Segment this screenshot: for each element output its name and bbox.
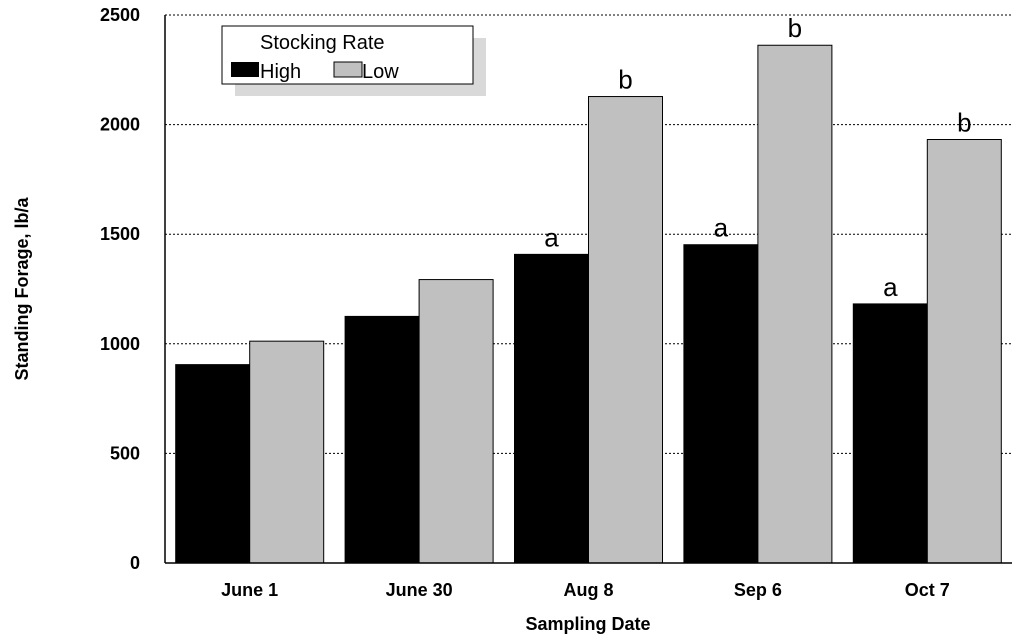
bar-low — [588, 96, 663, 564]
significance-labels: a b a b a b — [544, 13, 971, 302]
x-tick-label: June 30 — [386, 580, 453, 600]
bar-high — [344, 315, 420, 564]
x-tick-label: June 1 — [221, 580, 278, 600]
bar-high — [852, 303, 928, 564]
significance-letter: b — [618, 65, 632, 95]
x-tick-labels: June 1 June 30 Aug 8 Sep 6 Oct 7 — [221, 580, 950, 600]
y-tick-labels: 0 500 1000 1500 2000 2500 — [100, 5, 140, 573]
bar-low — [249, 340, 325, 564]
legend-label-low: Low — [362, 61, 399, 83]
y-tick-label: 1000 — [100, 334, 140, 354]
x-tick-label: Aug 8 — [563, 580, 613, 600]
legend: Stocking Rate High Low — [221, 25, 486, 96]
bar-high — [683, 244, 759, 564]
y-tick-label: 1500 — [100, 224, 140, 244]
significance-letter: a — [714, 213, 729, 243]
bar-low — [926, 139, 1002, 564]
y-tick-label: 0 — [130, 553, 140, 573]
significance-letter: b — [788, 13, 802, 43]
bar-low — [757, 44, 833, 564]
bars — [175, 44, 1002, 564]
x-axis-title: Sampling Date — [525, 614, 650, 634]
y-tick-label: 2000 — [100, 115, 140, 135]
legend-swatch-high — [231, 62, 259, 77]
x-tick-label: Sep 6 — [734, 580, 782, 600]
significance-letter: a — [883, 272, 898, 302]
significance-letter: a — [544, 222, 559, 252]
significance-letter: b — [957, 108, 971, 138]
legend-swatch-low — [333, 61, 363, 78]
bar-high — [514, 253, 589, 564]
legend-title: Stocking Rate — [260, 32, 385, 54]
y-tick-label: 2500 — [100, 5, 140, 25]
legend-label-high: High — [260, 61, 301, 83]
x-tick-label: Oct 7 — [905, 580, 950, 600]
y-axis-title: Standing Forage, lb/a — [12, 197, 32, 381]
bar-high — [175, 364, 251, 564]
y-tick-label: 500 — [110, 443, 140, 463]
bar-low — [418, 279, 494, 564]
